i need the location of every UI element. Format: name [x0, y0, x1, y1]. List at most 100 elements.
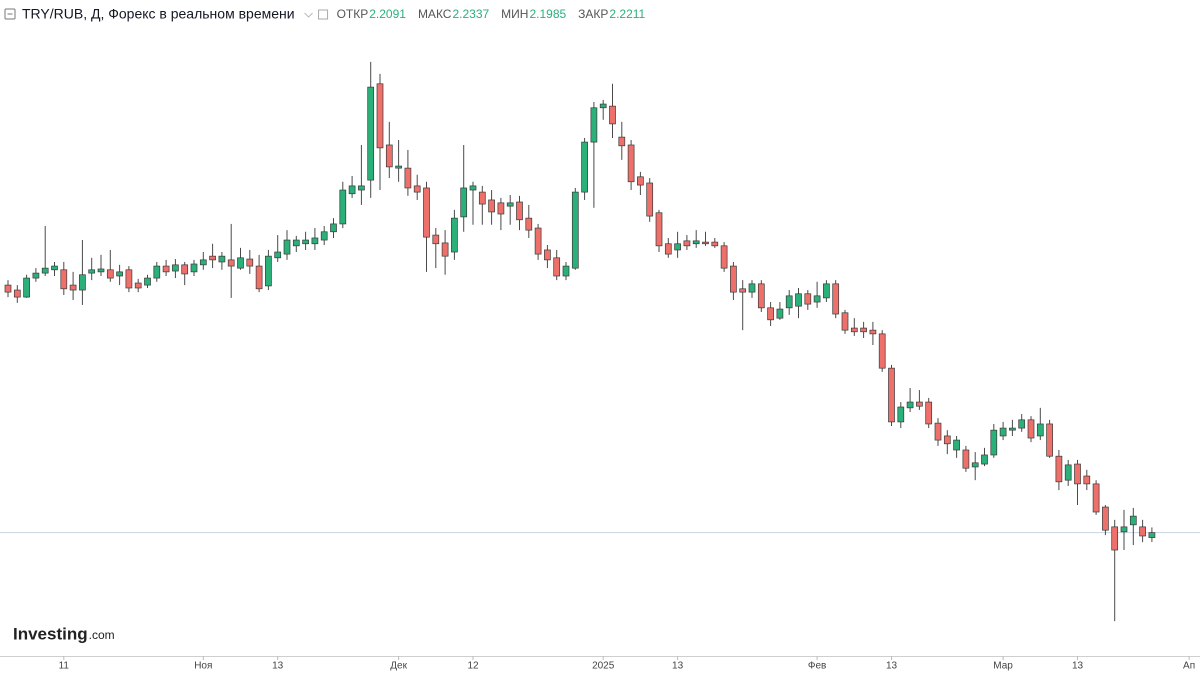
candle-body: [488, 199, 495, 213]
candle-body: [255, 265, 263, 290]
candle-body: [69, 284, 77, 291]
visibility-icon[interactable]: [318, 9, 329, 20]
candle-body: [804, 293, 812, 305]
candle-body: [860, 327, 867, 333]
candle-body: [664, 243, 672, 255]
candle-body: [711, 241, 719, 247]
x-tick-label: 13: [672, 661, 684, 672]
x-tick-label: Мар: [993, 661, 1013, 672]
candle-body: [413, 185, 421, 193]
candle-body: [823, 283, 830, 299]
candle-body: [934, 422, 942, 441]
x-tick-label: 13: [1072, 661, 1084, 672]
logo-brand: Investing: [13, 624, 88, 643]
candle-body: [51, 265, 58, 271]
candle-body: [162, 265, 170, 273]
x-tick-label: 13: [886, 661, 898, 672]
ohlc-value: 2.2211: [609, 7, 645, 21]
candle-body: [367, 86, 375, 181]
candle-body: [441, 242, 449, 257]
settings-icon[interactable]: [304, 12, 313, 18]
candle-body: [674, 243, 681, 251]
candle-body: [41, 267, 49, 274]
candle-body: [88, 269, 96, 274]
candle-body: [79, 274, 86, 291]
candle-body: [525, 217, 533, 231]
candle-body: [144, 277, 151, 286]
ohlc-legend: ОТКР 2.2091 МАКС 2.2337 МИН 2.1985 ЗАКР 2.2211: [337, 7, 646, 21]
candle-body: [683, 240, 691, 247]
candle-body: [32, 272, 40, 279]
candle-body: [962, 449, 970, 469]
ohlc-label: МИН: [501, 7, 528, 21]
candle-body: [265, 255, 272, 287]
candle-body: [348, 185, 356, 195]
candle-body: [13, 289, 21, 298]
candle-body: [618, 136, 626, 147]
candle-body: [209, 255, 216, 261]
logo: Investing .com: [13, 624, 115, 643]
plot-area: 11 Ноя 13 Дек 12 2025 13 Фев 13 Мар 13 Ап: [0, 61, 1200, 672]
candle-body: [637, 176, 644, 186]
candle-body: [385, 144, 393, 168]
candle-body: [274, 251, 282, 259]
candle-body: [134, 282, 142, 289]
chart-title: TRY/RUB, Д, Форекс в реальном времени: [22, 6, 295, 22]
candle-body: [813, 295, 821, 303]
candle-body: [943, 435, 951, 445]
candle-body: [906, 401, 914, 409]
candle-body: [720, 245, 728, 269]
candle-body: [878, 333, 886, 369]
candle-body: [330, 223, 337, 233]
candle-body: [1036, 423, 1044, 437]
candle-body: [181, 264, 189, 275]
candle-body: [376, 83, 384, 149]
candle-body: [506, 202, 514, 207]
candle-body: [246, 258, 254, 267]
candle-body: [116, 271, 123, 277]
candle-body: [1102, 506, 1109, 531]
candle-body: [460, 187, 468, 218]
ohlc-label: ОТКР: [337, 7, 369, 21]
candle-body: [590, 107, 598, 143]
candle-body: [227, 259, 235, 267]
candle-body: [395, 165, 402, 169]
candle-body: [1111, 526, 1119, 551]
candle-body: [172, 264, 179, 272]
candle-body: [916, 401, 923, 407]
candle-body: [320, 231, 328, 241]
candle-body: [23, 277, 30, 298]
ohlc-value: 2.2091: [369, 7, 406, 21]
x-tick-label: Ноя: [194, 661, 212, 672]
x-tick-label: 11: [59, 661, 70, 672]
x-tick-label: Ап: [1183, 661, 1195, 672]
candle-body: [692, 240, 700, 245]
candle-body: [339, 189, 347, 225]
candle-body: [609, 105, 616, 125]
candle-body: [1083, 475, 1091, 485]
candle-body: [776, 308, 784, 319]
candle-body: [1074, 463, 1081, 485]
candle-body: [237, 257, 244, 269]
candle-body: [497, 202, 505, 215]
candle-body: [897, 406, 905, 423]
candle-body: [1027, 419, 1035, 439]
candle-body: [534, 227, 542, 255]
candle-body: [106, 269, 114, 279]
candle-body: [516, 201, 523, 221]
candle-body: [971, 462, 979, 468]
collapse-icon[interactable]: [4, 8, 16, 20]
candle-body: [953, 439, 960, 451]
candle-body: [311, 237, 319, 245]
candle-body: [544, 249, 551, 261]
candle-body: [4, 284, 12, 293]
candle-body: [925, 401, 933, 425]
candle-body: [888, 367, 895, 423]
candle-body: [562, 265, 570, 277]
candle-body: [841, 312, 849, 331]
candle-body: [1046, 423, 1053, 457]
candle-body: [850, 327, 858, 333]
